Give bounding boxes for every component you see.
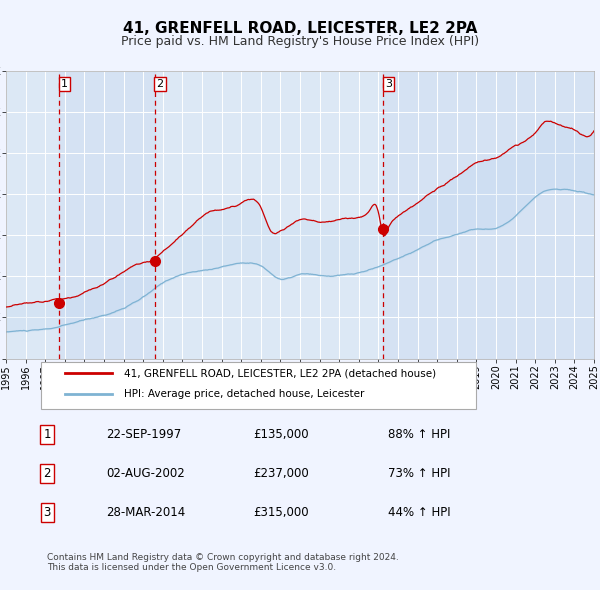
Text: 3: 3 [385, 79, 392, 89]
Text: 1: 1 [43, 428, 51, 441]
FancyBboxPatch shape [41, 362, 476, 409]
Text: 2: 2 [43, 467, 51, 480]
Text: 41, GRENFELL ROAD, LEICESTER, LE2 2PA: 41, GRENFELL ROAD, LEICESTER, LE2 2PA [123, 21, 477, 35]
Text: £315,000: £315,000 [253, 506, 308, 519]
Text: 2: 2 [157, 79, 164, 89]
Text: Contains HM Land Registry data © Crown copyright and database right 2024.
This d: Contains HM Land Registry data © Crown c… [47, 553, 399, 572]
Text: £237,000: £237,000 [253, 467, 309, 480]
Text: 3: 3 [43, 506, 51, 519]
Text: Price paid vs. HM Land Registry's House Price Index (HPI): Price paid vs. HM Land Registry's House … [121, 35, 479, 48]
Text: HPI: Average price, detached house, Leicester: HPI: Average price, detached house, Leic… [124, 389, 364, 399]
Text: 88% ↑ HPI: 88% ↑ HPI [388, 428, 451, 441]
Text: 41, GRENFELL ROAD, LEICESTER, LE2 2PA (detached house): 41, GRENFELL ROAD, LEICESTER, LE2 2PA (d… [124, 368, 436, 378]
Text: 22-SEP-1997: 22-SEP-1997 [106, 428, 181, 441]
Bar [59, 71, 155, 359]
Text: 73% ↑ HPI: 73% ↑ HPI [388, 467, 451, 480]
Text: 44% ↑ HPI: 44% ↑ HPI [388, 506, 451, 519]
Text: £135,000: £135,000 [253, 428, 308, 441]
Text: 28-MAR-2014: 28-MAR-2014 [106, 506, 185, 519]
Text: 1: 1 [61, 79, 68, 89]
Text: 02-AUG-2002: 02-AUG-2002 [106, 467, 185, 480]
Bar [383, 71, 594, 359]
